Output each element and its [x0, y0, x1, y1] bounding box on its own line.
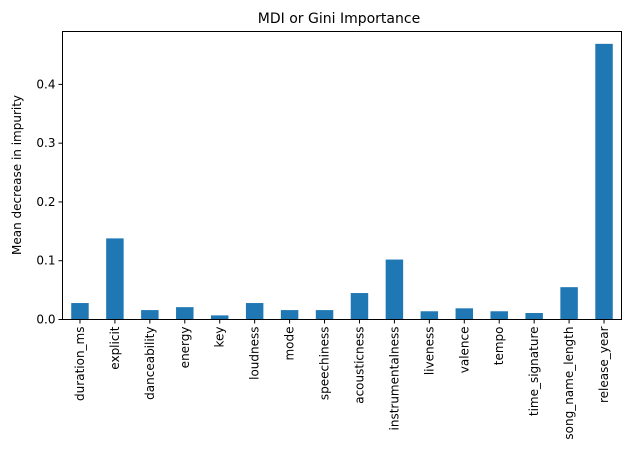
x-tick-label: time_signature — [527, 327, 541, 417]
x-tick-label: mode — [283, 327, 297, 361]
y-tick-label: 0.4 — [36, 77, 55, 91]
bar-release-year — [595, 43, 613, 320]
plot-frame — [62, 31, 622, 320]
y-tick-label: 0.3 — [36, 136, 55, 150]
bar-speechiness — [315, 310, 334, 320]
bar-acousticness — [350, 293, 369, 320]
x-tick-label: duration_ms — [73, 327, 87, 401]
bar-danceability — [141, 310, 159, 320]
x-tick-label: danceability — [143, 327, 157, 400]
bar-key — [210, 315, 229, 320]
x-ticks-group: duration_ms explicit danceability energy key… — [73, 319, 611, 440]
bar-instrumentalness — [385, 259, 404, 320]
bar-song-name-length — [560, 287, 578, 320]
x-tick-label: energy — [178, 327, 192, 369]
bar-loudness — [245, 303, 264, 320]
bar-time-signature — [525, 313, 543, 320]
bars-group — [71, 43, 613, 320]
y-tick-label: 0.2 — [36, 195, 55, 209]
x-tick-label: explicit — [108, 326, 122, 369]
x-tick-label: liveness — [422, 327, 436, 376]
x-tick-label: tempo — [492, 327, 506, 366]
bar-tempo — [490, 311, 508, 320]
bar-duration-ms — [71, 303, 89, 320]
bar-valence — [455, 308, 474, 320]
y-tick-label: 0.1 — [36, 254, 55, 268]
x-tick-label: loudness — [248, 327, 262, 380]
chart-title: MDI or Gini Importance — [258, 11, 420, 27]
bar-energy — [176, 307, 194, 320]
y-tick-label: 0.0 — [36, 313, 55, 327]
x-tick-label: song_name_length — [562, 327, 576, 440]
x-tick-label: release_year — [597, 326, 611, 403]
bar-explicit — [106, 238, 124, 320]
bar-liveness — [420, 311, 439, 320]
x-tick-label: speechiness — [318, 327, 332, 401]
x-tick-label: instrumentalness — [387, 327, 401, 431]
y-axis-label: Mean decrease in impurity — [10, 95, 24, 255]
y-ticks-group: 0.0 0.1 0.2 0.3 0.4 — [36, 77, 63, 327]
bar-mode — [280, 310, 299, 320]
x-tick-label: key — [213, 327, 227, 348]
x-tick-label: valence — [457, 327, 471, 374]
x-tick-label: acousticness — [352, 327, 366, 404]
